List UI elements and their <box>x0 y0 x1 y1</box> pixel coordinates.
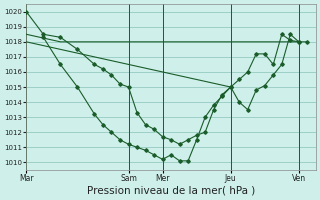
X-axis label: Pression niveau de la mer( hPa ): Pression niveau de la mer( hPa ) <box>87 186 255 196</box>
